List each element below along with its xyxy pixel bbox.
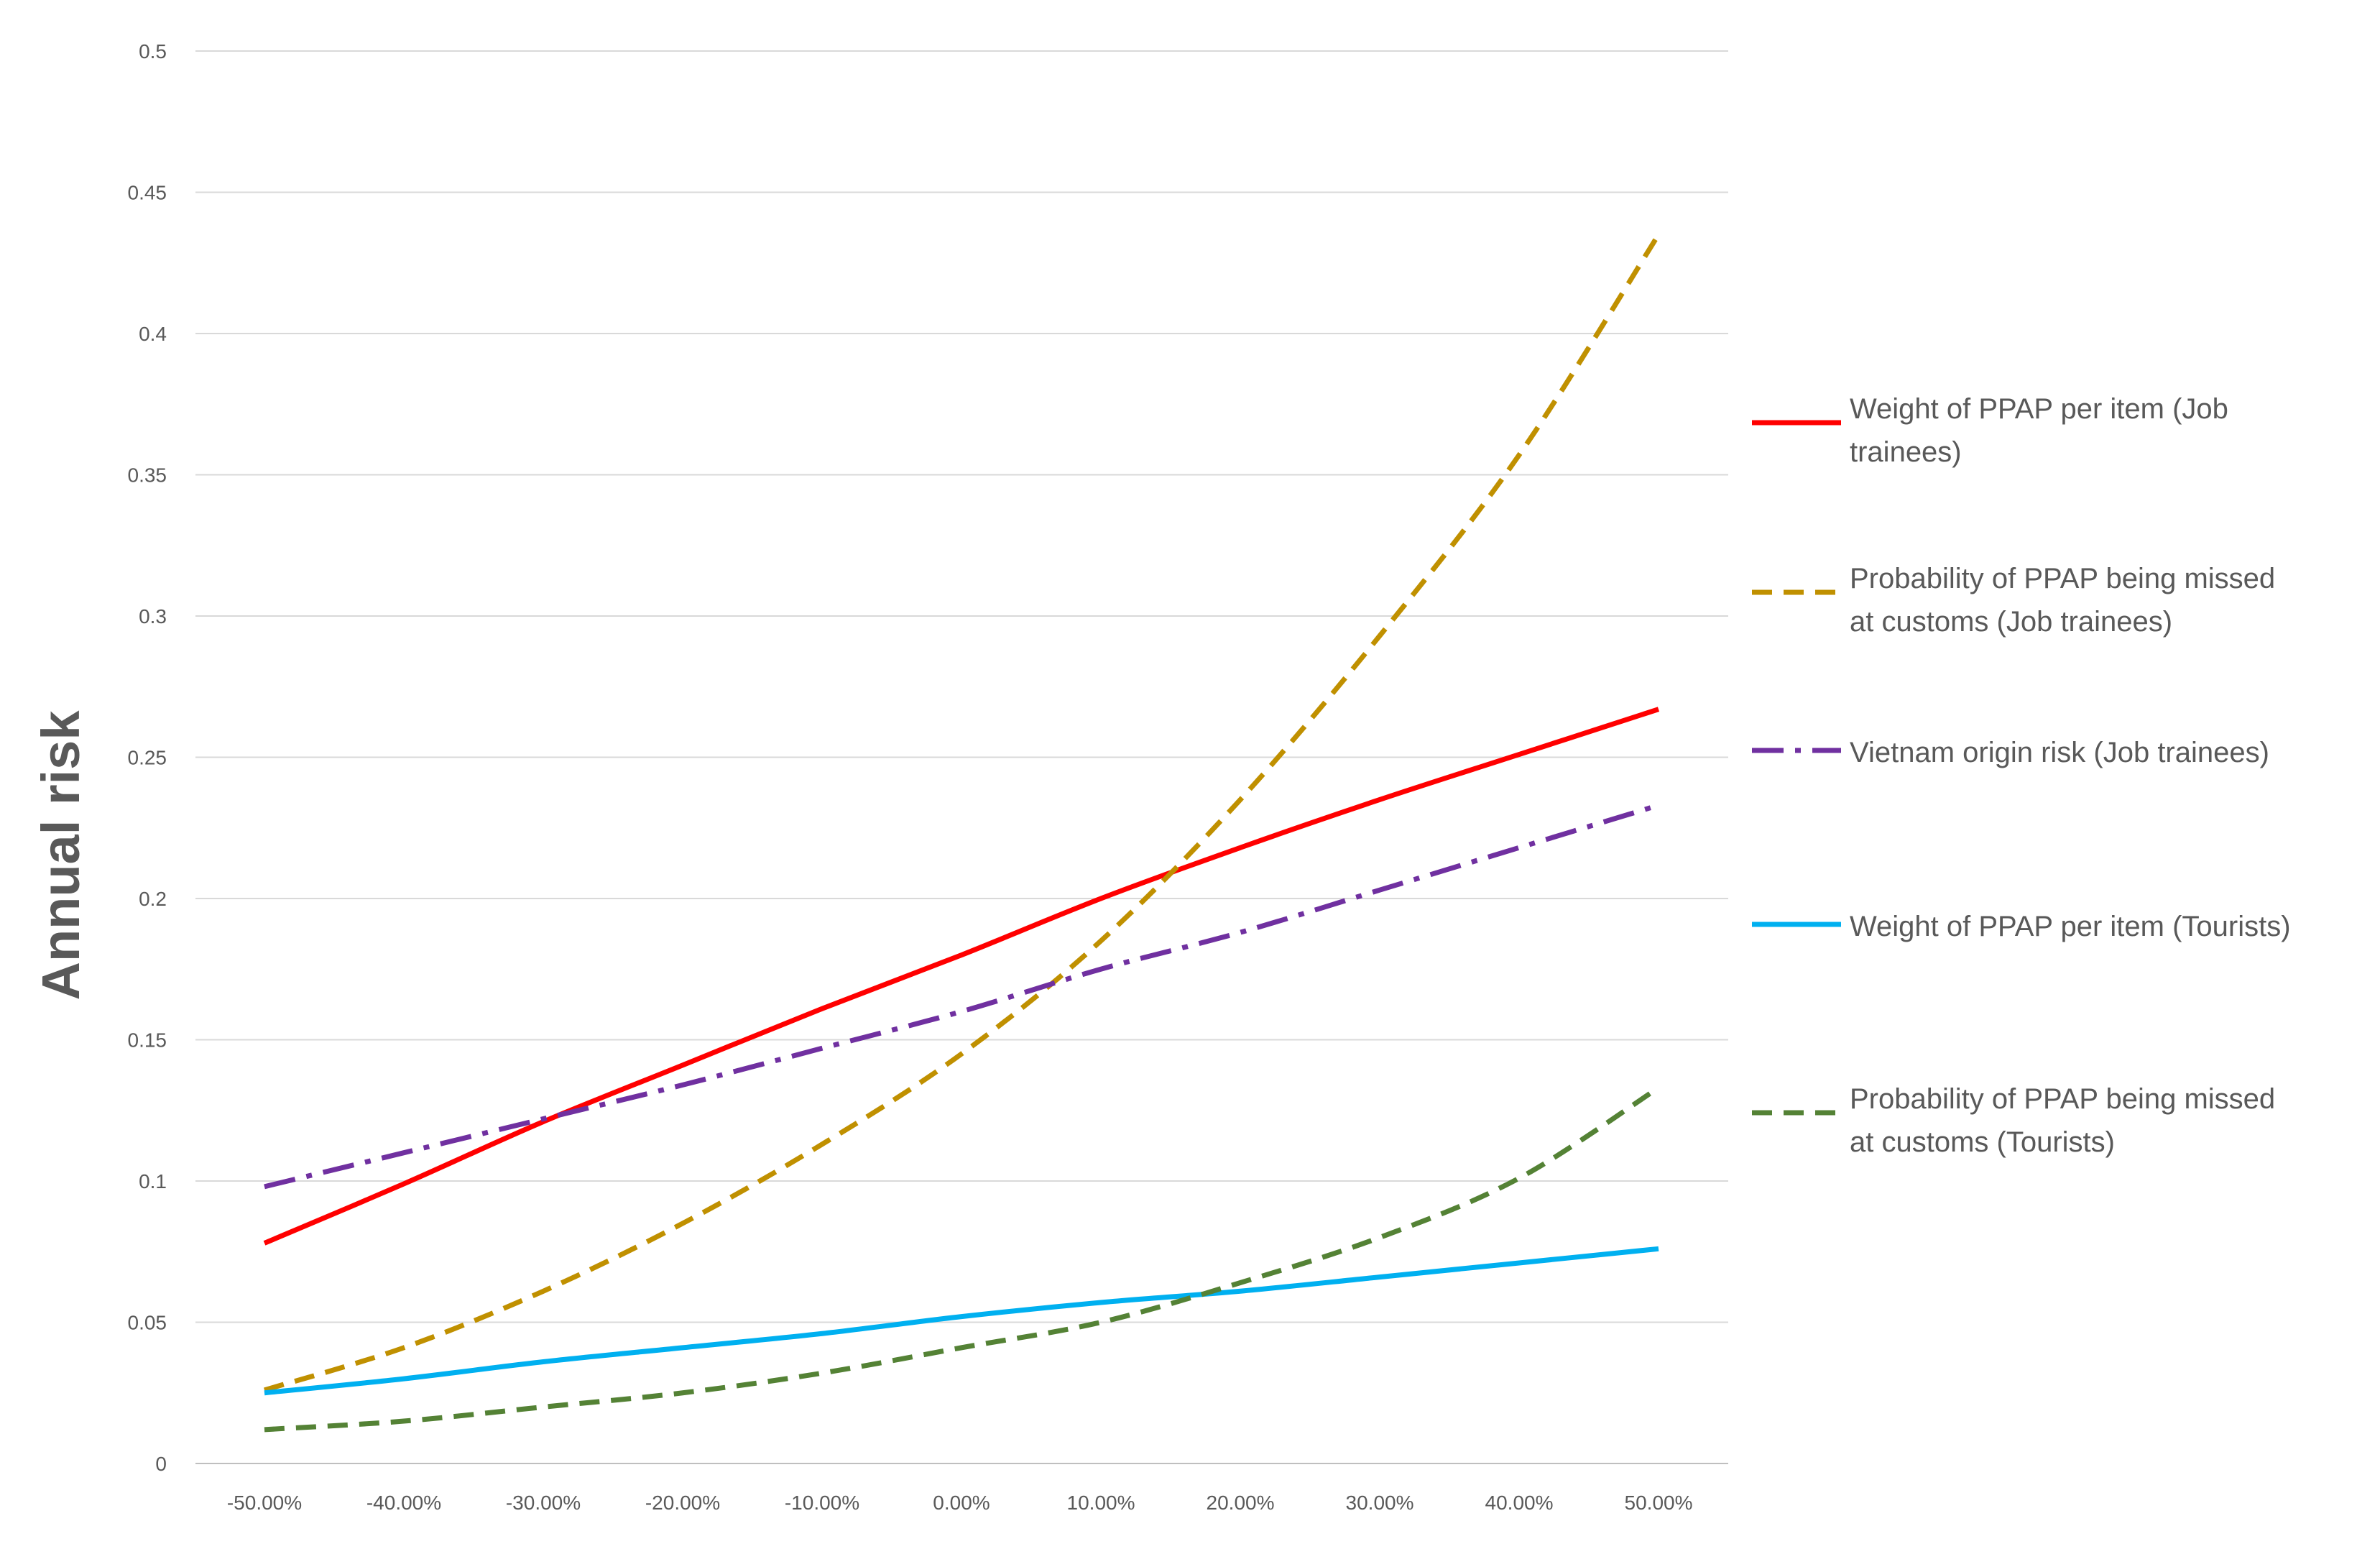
y-tick-label: 0.2: [139, 888, 167, 910]
x-tick-label: 20.00%: [1207, 1492, 1275, 1514]
y-tick-label: 0: [155, 1453, 167, 1475]
series-line-2: [263, 233, 1661, 1393]
x-tick-label: 30.00%: [1346, 1492, 1414, 1514]
y-tick-label: 0.3: [139, 605, 167, 628]
y-tick-label: 0.45: [128, 182, 167, 204]
x-tick-label: 10.00%: [1067, 1492, 1135, 1514]
legend-label-2: at customs (Job trainees): [1850, 606, 2172, 638]
legend-label-3: Vietnam origin risk (Job trainees): [1850, 737, 2269, 768]
y-axis-ticks: 0 0.05 0.1 0.15 0.2 0.25 0.3 0.35 0.4 0.45 0.5: [128, 40, 167, 1475]
x-tick-label: 50.00%: [1625, 1492, 1693, 1514]
x-tick-label: -10.00%: [785, 1492, 859, 1514]
x-tick-label: -20.00%: [645, 1492, 720, 1514]
y-tick-label: 0.15: [128, 1029, 167, 1052]
x-tick-label: -40.00%: [366, 1492, 441, 1514]
legend-label-1: Weight of PPAP per item (Job: [1850, 393, 2228, 425]
series-line-1: [263, 707, 1660, 1246]
legend-label-1: trainees): [1850, 436, 1962, 468]
legend-label-5: Probability of PPAP being missed: [1850, 1083, 2275, 1115]
series-line-3: [264, 802, 1660, 1190]
series-group: [263, 233, 1661, 1433]
y-axis-label: Annual risk: [31, 710, 91, 1001]
series-line-4: [264, 1246, 1659, 1396]
legend-label-4: Weight of PPAP per item (Tourists): [1850, 911, 2291, 942]
x-tick-label: -50.00%: [227, 1492, 302, 1514]
y-tick-label: 0.25: [128, 747, 167, 769]
x-tick-label: 40.00%: [1485, 1492, 1554, 1514]
y-tick-label: 0.35: [128, 464, 167, 487]
x-axis-ticks: -50.00% -40.00% -30.00% -20.00% -10.00% 0.00%…: [227, 1492, 1693, 1514]
y-tick-label: 0.4: [139, 323, 167, 345]
legend-label-2: Probability of PPAP being missed: [1850, 563, 2275, 594]
x-tick-label: -30.00%: [506, 1492, 581, 1514]
legend-label-5: at customs (Tourists): [1850, 1126, 2115, 1158]
x-tick-label: 0.00%: [933, 1492, 990, 1514]
y-tick-label: 0.1: [139, 1170, 167, 1193]
legend: Weight of PPAP per item (Job trainees) Pro…: [1752, 393, 2291, 1158]
y-tick-label: 0.5: [139, 40, 167, 63]
y-tick-label: 0.05: [128, 1312, 167, 1334]
gridlines: [195, 50, 1728, 1464]
